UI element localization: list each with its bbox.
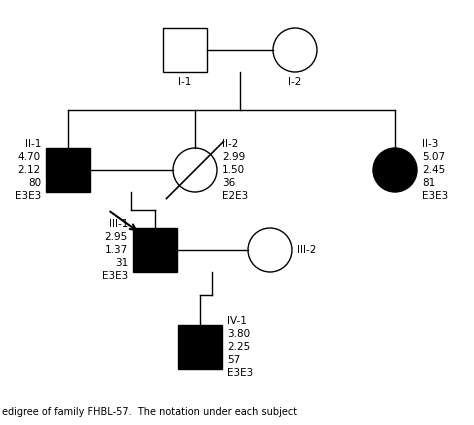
- Text: 80: 80: [28, 178, 41, 188]
- Text: II-3: II-3: [422, 139, 438, 149]
- Text: 3.80: 3.80: [227, 329, 250, 339]
- Circle shape: [273, 28, 317, 72]
- Text: 2.99: 2.99: [222, 152, 245, 162]
- Circle shape: [173, 148, 217, 192]
- Text: III-1: III-1: [109, 219, 128, 229]
- Text: II-2: II-2: [222, 139, 238, 149]
- Text: 4.70: 4.70: [18, 152, 41, 162]
- Circle shape: [248, 228, 292, 272]
- Bar: [46, 148, 90, 192]
- Text: E2E3: E2E3: [222, 191, 248, 201]
- Bar: [178, 325, 222, 369]
- Text: 81: 81: [422, 178, 435, 188]
- Text: 5.07: 5.07: [422, 152, 445, 162]
- Text: III-2: III-2: [297, 245, 316, 255]
- Text: 31: 31: [115, 258, 128, 268]
- Circle shape: [373, 148, 417, 192]
- Text: I-2: I-2: [288, 77, 301, 87]
- Text: 2.45: 2.45: [422, 165, 445, 175]
- Text: IV-1: IV-1: [227, 316, 247, 326]
- Text: E3E3: E3E3: [422, 191, 448, 201]
- Text: 2.95: 2.95: [105, 232, 128, 242]
- Text: E3E3: E3E3: [227, 368, 253, 378]
- Text: edigree of family FHBL-57.  The notation under each subject: edigree of family FHBL-57. The notation …: [2, 407, 297, 417]
- Text: E3E3: E3E3: [102, 271, 128, 281]
- Text: 1.37: 1.37: [105, 245, 128, 255]
- Text: 57: 57: [227, 355, 240, 365]
- Text: 2.25: 2.25: [227, 342, 250, 352]
- Text: 2.12: 2.12: [18, 165, 41, 175]
- Text: E3E3: E3E3: [15, 191, 41, 201]
- Text: 36: 36: [222, 178, 235, 188]
- Text: 1.50: 1.50: [222, 165, 245, 175]
- Text: I-1: I-1: [178, 77, 191, 87]
- Bar: [133, 228, 177, 272]
- Text: II-1: II-1: [25, 139, 41, 149]
- Bar: [163, 28, 207, 72]
